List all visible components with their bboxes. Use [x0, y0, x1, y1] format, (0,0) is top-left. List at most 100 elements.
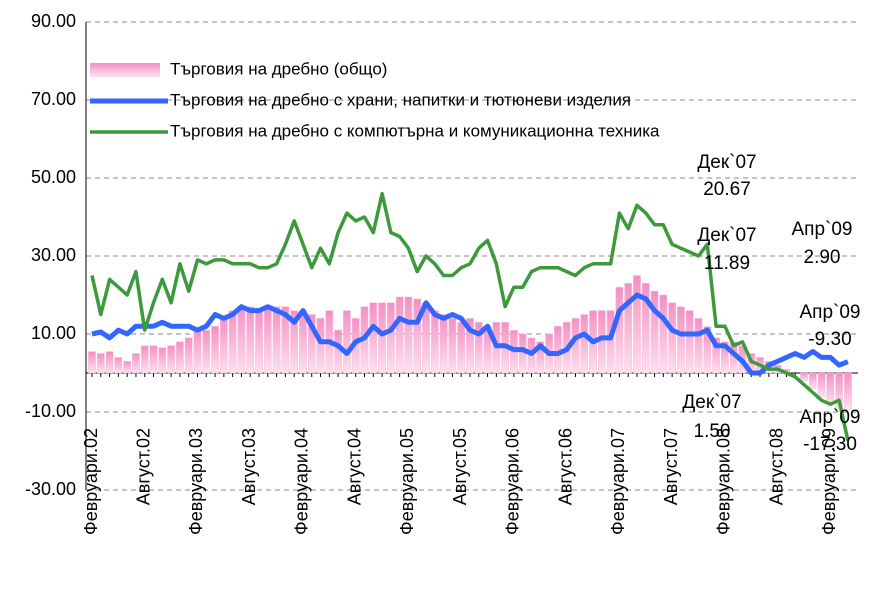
- legend-label: Търговия на дребно (общо): [170, 59, 387, 78]
- bar: [624, 283, 633, 374]
- bar: [430, 310, 439, 374]
- bar: [844, 372, 852, 410]
- bar: [474, 322, 483, 374]
- bar: [290, 310, 299, 374]
- x-tick-label: Август.02: [133, 428, 153, 505]
- x-tick-label: Август.06: [555, 428, 575, 505]
- bar: [808, 372, 817, 389]
- x-tick-label: Февруари.02: [81, 428, 101, 535]
- bar: [457, 322, 466, 374]
- bar: [246, 306, 255, 374]
- bar: [167, 345, 175, 374]
- bar: [149, 345, 158, 374]
- bar: [255, 310, 263, 374]
- bar: [272, 306, 281, 374]
- bar: [633, 275, 641, 374]
- bar: [677, 306, 685, 374]
- x-tick-label: Август.04: [344, 428, 364, 505]
- bar: [685, 310, 694, 374]
- bar: [88, 351, 96, 374]
- bar: [140, 345, 149, 374]
- bar: [202, 329, 211, 374]
- bar: [334, 329, 342, 374]
- x-tick-label: Февруари.08: [714, 428, 734, 535]
- bar: [114, 357, 123, 374]
- legend-swatch: [90, 63, 160, 77]
- bar: [580, 314, 589, 374]
- annotation: 2.90: [804, 247, 841, 268]
- bar: [518, 333, 527, 374]
- bar: [211, 325, 219, 374]
- bar: [615, 286, 624, 374]
- annotation: Апр`09: [792, 219, 853, 240]
- legend-label: Търговия на дребно с компютърна и комуни…: [170, 121, 660, 140]
- bar: [571, 318, 580, 374]
- annotation: Дек`07: [682, 392, 741, 413]
- line: [90, 191, 850, 441]
- annotation: Дек`07: [697, 225, 756, 246]
- bar: [439, 314, 448, 374]
- bar: [712, 337, 720, 374]
- x-tick-label: Февруари.04: [292, 428, 312, 535]
- labels: -30.00 -10.00 10.00 30.00 50.00 70.00 90.00 Фев…: [25, 11, 861, 535]
- bar: [641, 283, 650, 374]
- x-tick-label: Август.07: [661, 428, 681, 505]
- x-tick-label: Февруари.06: [503, 428, 523, 535]
- bar: [307, 314, 316, 374]
- bar: [123, 361, 132, 374]
- bar: [316, 318, 325, 374]
- annotation: Апр`09: [800, 302, 861, 323]
- annotation: 11.89: [704, 253, 750, 274]
- bar: [369, 302, 378, 374]
- bar: [694, 318, 703, 374]
- bar: [817, 372, 826, 397]
- line: [91, 292, 849, 376]
- bar: [721, 341, 729, 374]
- bar: [96, 353, 105, 374]
- bar: [343, 310, 351, 374]
- x-tick-label: Февруари.07: [608, 428, 628, 535]
- annotation: 20.67: [703, 179, 751, 200]
- bar: [650, 290, 659, 374]
- bar: [193, 329, 202, 374]
- annotation: -17.30: [803, 434, 857, 455]
- legend-label: Търговия на дребно с храни, напитки и тю…: [170, 90, 631, 109]
- bar: [105, 351, 114, 374]
- x-tick-label: Февруари.03: [186, 428, 206, 535]
- bar: [158, 347, 167, 374]
- y-tick-label: 90.00: [31, 11, 76, 31]
- bar: [659, 294, 668, 374]
- bar: [703, 326, 712, 374]
- bar: [466, 318, 474, 374]
- x-tick-label: Август.05: [450, 428, 470, 505]
- bar: [800, 372, 808, 382]
- x-tick-label: Февруари.09: [819, 428, 839, 535]
- annotation: 1.50: [694, 421, 731, 442]
- bar: [378, 302, 386, 374]
- bar: [281, 306, 290, 374]
- annotation: Дек`07: [697, 152, 756, 173]
- bar: [413, 298, 422, 374]
- bar: [554, 325, 562, 374]
- y-tick-label: 70.00: [31, 89, 76, 109]
- annotation: -9.30: [808, 329, 851, 350]
- bar: [176, 341, 184, 374]
- bar: [387, 302, 395, 374]
- bar: [237, 306, 246, 374]
- bar: [228, 310, 237, 374]
- x-tick-label: Август.03: [239, 428, 259, 505]
- annotation: Апр`09: [800, 407, 861, 428]
- bar: [132, 353, 140, 374]
- y-tick-label: -10.00: [25, 401, 76, 421]
- bar: [184, 337, 193, 374]
- bar: [536, 341, 545, 374]
- bar: [668, 302, 676, 374]
- y-tick-label: 50.00: [31, 167, 76, 187]
- x-tick-label: Август.08: [766, 428, 786, 505]
- bar: [448, 318, 457, 374]
- y-tick-label: -30.00: [25, 479, 76, 499]
- bar: [220, 318, 228, 374]
- bar: [826, 372, 835, 405]
- bar: [263, 306, 272, 374]
